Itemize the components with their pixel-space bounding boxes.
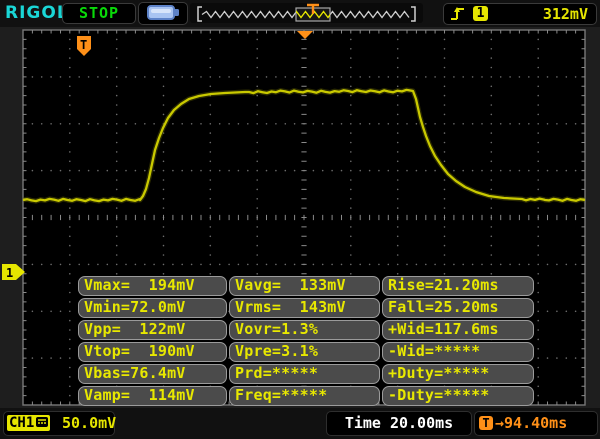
trigger-time-marker: T: [77, 36, 91, 56]
timebase-status: Time 20.00ms: [326, 411, 472, 436]
channel-marker-icon: [2, 264, 25, 280]
channel1-label: CH1: [9, 415, 35, 431]
channel1-status: CH1 50.0mV: [3, 411, 117, 436]
trigger-offset-value: →94.40ms: [495, 414, 568, 432]
run-state-indicator: STOP: [62, 3, 136, 24]
trigger-offset-badge: T: [479, 416, 493, 430]
channel1-badge: CH1: [7, 415, 51, 431]
acquisition-position-bar: [190, 3, 423, 23]
top-status-bar: RIGOL STOP 1: [0, 0, 600, 27]
trigger-tag-icon: [77, 36, 91, 56]
measurement-cell: Prd=*****: [229, 364, 380, 384]
battery-indicator: [138, 2, 188, 25]
measurement-cell: Vbas=76.4mV: [78, 364, 227, 384]
measurement-cell: Vpre=3.1%: [229, 342, 380, 362]
measurement-cell: Vmax= 194mV: [78, 276, 227, 296]
trigger-level-value: 312mV: [542, 5, 588, 23]
channel-marker-label: 1: [6, 266, 13, 280]
measurement-cell: +Wid=117.6ms: [382, 320, 534, 340]
horizontal-trigger-position-icon: [297, 31, 313, 39]
right-bracket-icon: [411, 6, 416, 22]
position-bar-graphic: [197, 3, 416, 22]
rigol-logo: RIGOL: [5, 3, 69, 23]
measurement-cell: Rise=21.20ms: [382, 276, 534, 296]
trigger-tag-label: T: [80, 38, 87, 52]
channel1-ground-marker: 1: [2, 264, 25, 280]
measurement-cell: Vavg= 133mV: [229, 276, 380, 296]
dc-coupling-icon: [36, 417, 49, 427]
measurement-cell: Vovr=1.3%: [229, 320, 380, 340]
measurement-cell: -Wid=*****: [382, 342, 534, 362]
measurement-panel: Vmax= 194mV Vavg= 133mV Rise=21.20ms Vmin=7…: [78, 276, 534, 406]
trigger-position-tick-icon: [307, 3, 319, 14]
measurement-cell: +Duty=*****: [382, 364, 534, 384]
bottom-status-bar: CH1 50.0mV Time 20.00ms T →94.40ms: [0, 408, 600, 439]
measurement-cell: Vpp= 122mV: [78, 320, 227, 340]
measurement-cell: Vamp= 114mV: [78, 386, 227, 406]
trigger-settings-indicator: 1 312mV: [443, 3, 597, 25]
measurement-cell: Vrms= 143mV: [229, 298, 380, 318]
channel1-scale-value: 50.0mV: [62, 414, 117, 432]
trigger-offset-status: T →94.40ms: [474, 411, 598, 436]
left-bracket-icon: [197, 6, 202, 22]
rising-edge-icon: [451, 7, 464, 20]
trigger-source-badge: 1: [473, 6, 488, 21]
measurement-cell: -Duty=*****: [382, 386, 534, 406]
measurement-cell: Fall=25.20ms: [382, 298, 534, 318]
measurement-cell: Vmin=72.0mV: [78, 298, 227, 318]
measurement-cell: Vtop= 190mV: [78, 342, 227, 362]
battery-icon: [147, 5, 179, 20]
measurement-cell: Freq=*****: [229, 386, 380, 406]
